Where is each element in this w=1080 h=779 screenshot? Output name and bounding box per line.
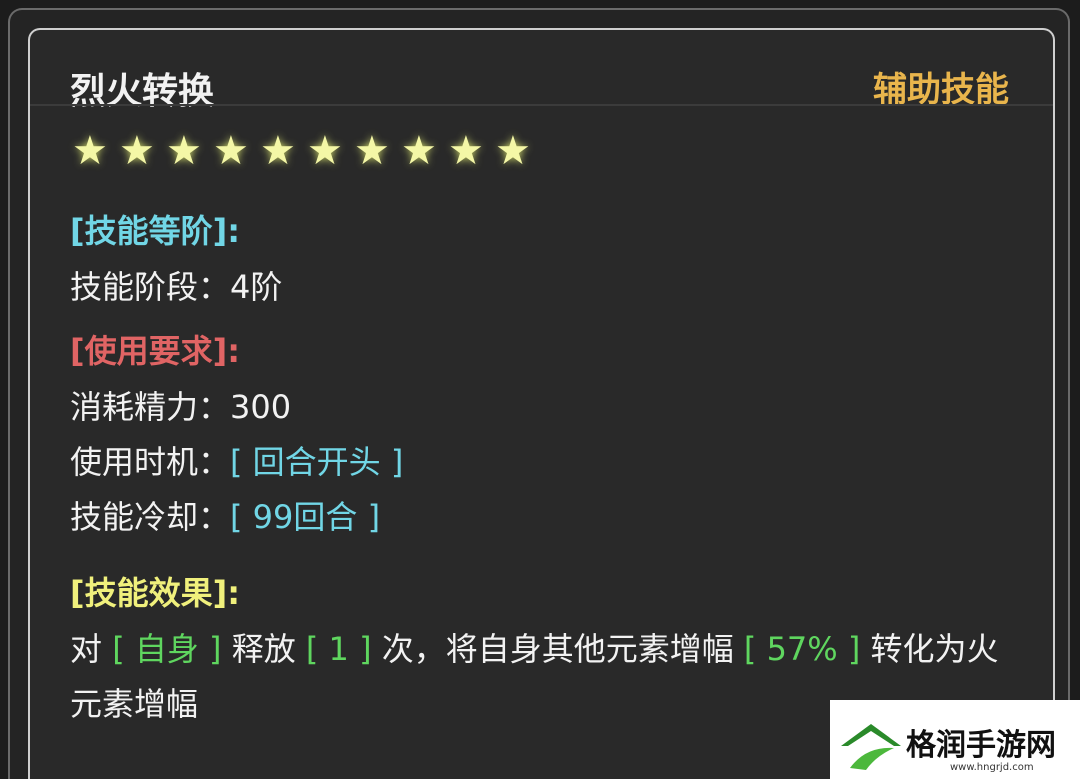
highlight: [ 57% ]: [743, 630, 861, 668]
text: 对: [70, 630, 113, 668]
section-heading: [技能效果]:: [70, 574, 241, 612]
info-row: 技能阶段：4阶: [70, 262, 282, 308]
text: 转化为火元素增幅: [70, 630, 999, 723]
label: 消耗精力：: [70, 388, 231, 426]
star: ★: [260, 128, 296, 174]
info-row: 使用时机：[ 回合开头 ]: [70, 437, 403, 483]
effect-text: 对 [ 自身 ] 释放 [ 1 ] 次，将自身其他元素增幅 [ 57% ] 转化…: [70, 622, 1020, 732]
text: 次，将自身其他元素增幅: [371, 630, 744, 668]
star: ★: [119, 128, 155, 174]
star: ★: [307, 128, 343, 174]
label: 使用时机：: [70, 443, 231, 481]
section-heading: [使用要求]:: [70, 332, 241, 370]
info-row: 技能冷却：[ 99回合 ]: [70, 492, 380, 538]
star: ★: [166, 128, 202, 174]
divider: [30, 104, 1053, 106]
text: 释放: [221, 630, 306, 668]
watermark-name: 格润手游网: [906, 728, 1056, 763]
value: [ 回合开头 ]: [230, 443, 404, 481]
skill-tooltip: 烈火转换 辅助技能 ★ ★ ★ ★ ★ ★ ★ ★ ★ ★ [技能等阶]: 技能阶段：4阶 [使用…: [28, 28, 1055, 779]
star: ★: [354, 128, 390, 174]
watermark-url: www.hngrjd.com: [950, 762, 1034, 773]
skill-title: 烈火转换: [70, 71, 215, 112]
watermark: 格润手游网 www.hngrjd.com: [830, 700, 1080, 779]
star: ★: [401, 128, 437, 174]
section-heading: [技能等阶]:: [70, 212, 241, 250]
highlight: [ 自身 ]: [112, 630, 222, 668]
label: 技能冷却：: [70, 498, 231, 536]
value: 4阶: [230, 268, 283, 306]
value: 300: [230, 388, 292, 426]
skill-type: 辅助技能: [873, 70, 1009, 110]
label: 技能阶段：: [70, 268, 231, 306]
info-row: 消耗精力：300: [70, 382, 291, 428]
value: [ 99回合 ]: [230, 498, 381, 536]
star: ★: [213, 128, 249, 174]
highlight: [ 1 ]: [305, 630, 372, 668]
watermark-logo: [841, 724, 901, 770]
star: ★: [72, 128, 108, 174]
star: ★: [448, 128, 484, 174]
star: ★: [495, 128, 531, 174]
star-rating: ★ ★ ★ ★ ★ ★ ★ ★ ★ ★: [72, 128, 534, 174]
